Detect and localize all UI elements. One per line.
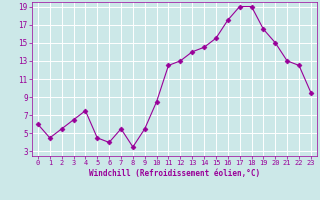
X-axis label: Windchill (Refroidissement éolien,°C): Windchill (Refroidissement éolien,°C)	[89, 169, 260, 178]
